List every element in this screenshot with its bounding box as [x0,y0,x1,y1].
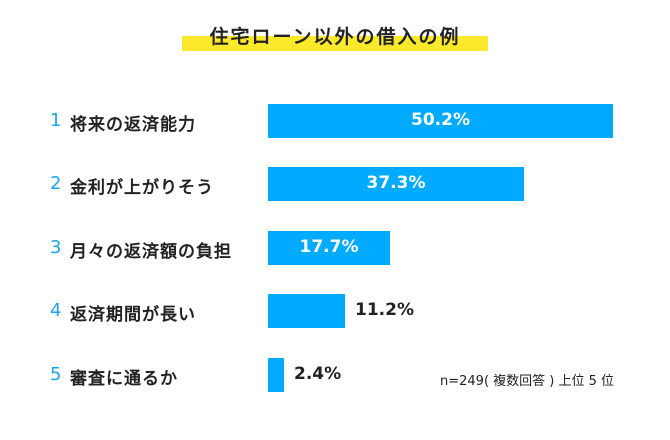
category-label: 金利が上がりそう [70,178,214,198]
bar [268,104,613,138]
bar [268,167,524,201]
value-label: 50.2% [411,110,470,130]
bar-row: 5 審査に通るか 2.4% [0,358,670,392]
title-highlight [182,36,488,51]
rank-number: 1 [50,110,62,131]
rank-number: 5 [50,364,62,385]
bar [268,231,390,265]
rank-number: 4 [50,300,62,321]
category-label: 将来の返済能力 [70,115,196,135]
category-label: 月々の返済額の負担 [70,242,232,262]
value-label: 11.2% [355,300,414,320]
rank-number: 2 [50,173,62,194]
chart-title: 住宅ローン以外の借入の例 [209,26,461,48]
rank-number: 3 [50,237,62,258]
bar-row: 4 返済期間が長い 11.2% [0,294,670,328]
bar-row: 1 将来の返済能力 50.2% [0,104,670,138]
bar [268,358,284,392]
value-label: 37.3% [366,173,426,193]
category-label: 審査に通るか [70,369,178,389]
category-label: 返済期間が長い [70,305,196,325]
bar-row: 2 金利が上がりそう 37.3% [0,167,670,201]
bar [268,294,345,328]
bar-row: 3 月々の返済額の負担 17.7% [0,231,670,265]
sample-note: n=249( 複数回答 ) 上位 5 位 [440,374,615,389]
value-label: 17.7% [299,237,359,257]
value-label: 2.4% [294,364,342,384]
